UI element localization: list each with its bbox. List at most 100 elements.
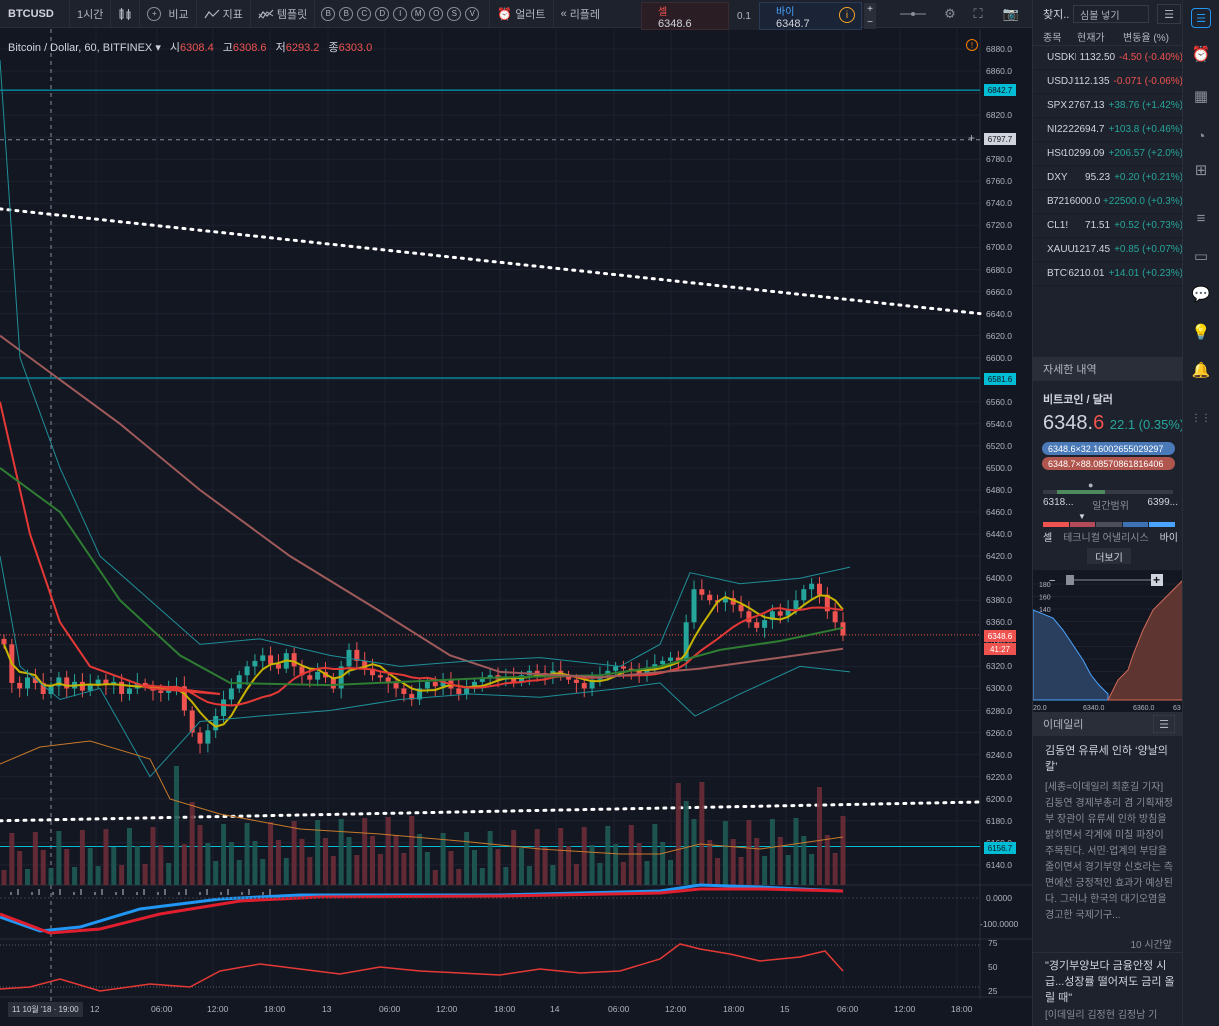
watchlist-icon[interactable]: ☰ [1191,8,1211,28]
watchlist-row[interactable]: USDKRW1132.50-4.50 (-0.40%) [1033,46,1183,70]
watchlist-row[interactable]: USDJPY112.135-0.071 (-0.06%) [1033,70,1183,94]
chart-canvas[interactable] [0,29,1032,1026]
drag-handle-icon[interactable]: ⋮⋮ [1191,412,1211,424]
alarm-clock-icon[interactable]: ⏰ [1191,46,1211,63]
study-shortcut-button[interactable]: M [411,6,426,21]
candle-body [260,655,266,661]
volume-bar [832,853,838,885]
warning-icon[interactable]: ! [966,39,978,51]
minus-icon: − [1049,575,1055,587]
data-window-icon[interactable]: ⊞ [1194,162,1208,179]
fullscreen-button[interactable]: ⛶ [966,0,990,28]
volume-bar [9,833,15,885]
study-shortcut-button[interactable]: D [375,6,390,21]
details-header: 자세한 내역 [1033,357,1183,381]
screenshot-button[interactable]: 📷 [998,0,1024,28]
study-shortcut-button[interactable]: I [393,6,408,21]
interval-button[interactable]: 1시간 [70,0,112,27]
col-change[interactable]: 변동율 (%) [1123,33,1169,44]
more-button[interactable]: 더보기 [1087,548,1131,564]
rsi-axis-label: 75 [988,938,998,948]
time-tick-label: 12:00 [665,1004,687,1014]
range-low: 6318... [1043,497,1074,508]
quantity-increase-button[interactable]: + [864,3,876,16]
templates-button[interactable]: 템플릿 [251,0,316,27]
candle-body [315,671,321,680]
volume-bar [613,844,619,885]
volume-bar [330,856,336,885]
watchlist-row[interactable]: SPX 2767.13 +38.76 (+1.42%) [1033,94,1183,118]
candle-body [644,668,650,676]
watchlist-row[interactable]: XAUUSD1217.45+0.85 (+0.07%) [1033,238,1183,262]
watchlist-menu-icon[interactable]: ☰ [1157,4,1181,24]
replay-button[interactable]: « 리플레 [554,0,608,27]
ideas-icon[interactable]: 💡 [1191,324,1211,341]
info-icon[interactable]: i [839,7,855,23]
col-symbol[interactable]: 종목 [1043,33,1062,44]
volume-bar [354,855,360,885]
templates-label: 템플릿 [276,8,308,21]
candle-body [613,666,619,671]
add-symbol-input[interactable]: 심볼 넣기 [1073,5,1149,23]
indicators-label: 지표 [222,8,243,21]
line-style-icon [900,12,926,16]
symbol-search-button[interactable]: BTCUSD [0,0,70,27]
depth-chart[interactable]: 18016014012010080604020−+20.06340.06360.… [1033,570,1183,712]
watchlist-row[interactable]: HSCEI10299.09+206.57 (+2.0%) [1033,142,1183,166]
watchlist-row[interactable]: CL1! 71.51 +0.52 (+0.73%) [1033,214,1183,238]
study-shortcut-button[interactable]: C [357,6,372,21]
add-crosshair-icon[interactable]: + [968,131,976,145]
price-tick-label: 6540.0 [986,418,1012,429]
sell-price: 6348.6 [658,17,692,30]
candle-body [142,682,148,687]
candle-body [605,670,611,676]
compare-button[interactable]: + 비교 [140,0,197,27]
notifications-icon[interactable]: 🔔 [1191,362,1211,379]
study-shortcut-button[interactable]: B [339,6,354,21]
messages-icon[interactable]: 💬 [1191,286,1211,303]
volume-bar [72,867,78,885]
volume-bar [550,865,556,885]
study-shortcut-button[interactable]: V [465,6,480,21]
study-shortcut-button[interactable]: S [447,6,462,21]
study-shortcut-button[interactable]: O [429,6,444,21]
candle-body [158,690,164,693]
news-menu-icon[interactable]: ☰ [1153,715,1175,733]
alerts-button[interactable]: ⏰ 얼러트 [490,0,554,27]
news-headline[interactable]: "경기부양보다 금융안정 시급...성장률 떨어져도 금리 올릴 때" [1045,960,1175,1004]
watchlist-row[interactable]: NI22522694.7+103.8 (+0.46%) [1033,118,1183,142]
watchlist-row[interactable]: BTCUSD6210.01+14.01 (+0.23%) [1033,262,1183,286]
watchlist-name[interactable]: 찾지.. [1043,9,1070,21]
volume-bar [150,827,156,885]
chart-type-button[interactable] [111,0,141,27]
chat-icon[interactable]: ▭ [1193,248,1209,265]
chart-pane[interactable] [0,29,1032,1026]
volume-bar [322,838,328,885]
calendar-icon[interactable]: ▦ [1193,88,1209,105]
study-shortcut-button[interactable]: B [321,6,336,21]
watchlist-row[interactable]: DXY 95.23 +0.20 (+0.21%) [1033,166,1183,190]
watchlist-symbol: DXY [1047,172,1068,183]
candle-body [762,620,768,628]
sell-button[interactable]: 셀 6348.6 [641,2,729,30]
news-headline[interactable]: 김동연 유류세 인하 ‘양날의 칼’ [1045,745,1168,773]
col-price[interactable]: 현재가 [1077,33,1105,44]
timer-icon[interactable]: ◔ [1196,127,1206,145]
volume-bar [605,826,611,885]
watchlist-price: 112.135 [1074,76,1110,87]
hotlist-icon[interactable]: ≡ [1196,209,1206,227]
volume-bar [769,819,775,885]
settings-button[interactable]: ⚙ [938,0,962,28]
indicators-button[interactable]: 지표 [197,0,251,27]
price-tick-label: 6600.0 [986,352,1012,363]
chart-symbol-title[interactable]: Bitcoin / Dollar, 60, BITFINEX [8,42,153,54]
buy-button[interactable]: 바이 6348.7 [759,2,862,30]
volume-bar [197,825,203,885]
watchlist-row[interactable]: BTCKRW7216000.0+22500.0 (+0.3%) [1033,190,1183,214]
quantity-decrease-button[interactable]: − [864,16,876,29]
volume-bar [487,831,493,885]
candle-body [683,622,689,661]
candle-body [213,716,219,731]
drawing-style-button[interactable] [895,0,931,28]
